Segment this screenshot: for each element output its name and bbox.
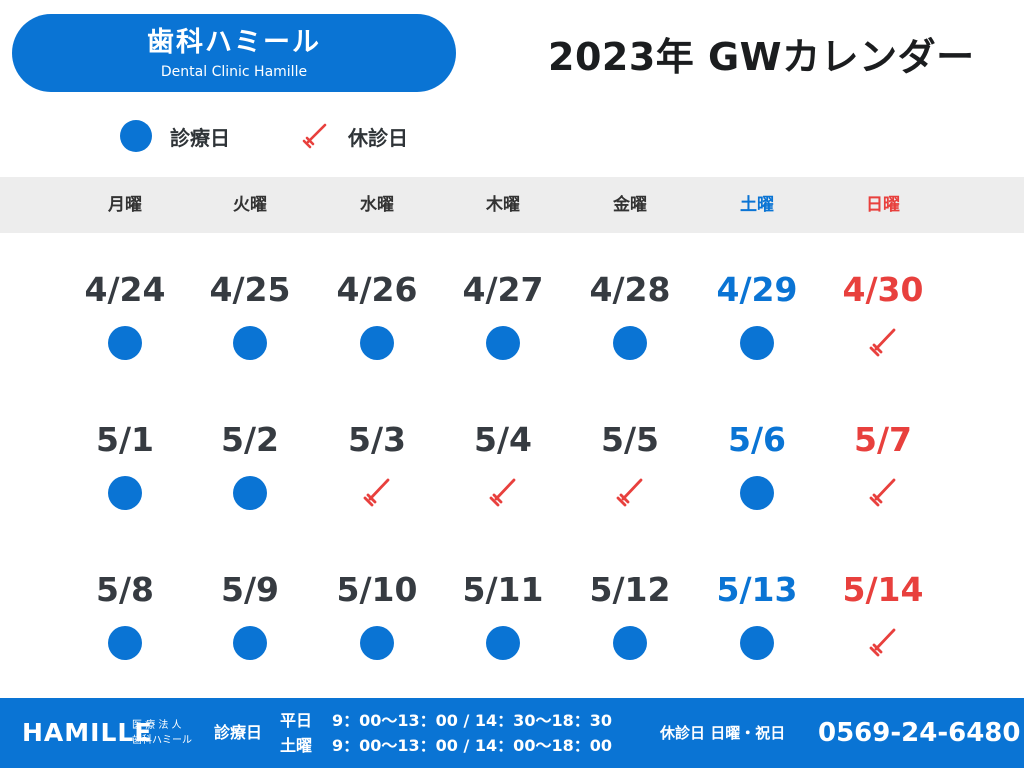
blue-dot-icon (360, 626, 394, 660)
footer-saturday-label: 土曜 (280, 736, 313, 755)
footer-weekday-row: 平日 9：00〜13：00 / 14：30〜18：30 (280, 708, 612, 733)
calendar-day: 5/4 (443, 420, 563, 510)
calendar-day: 5/8 (65, 570, 185, 660)
weekday-label: 土曜 (740, 195, 774, 215)
weekday-header: 月曜 火曜 水曜 木曜 金曜 土曜 日曜 (0, 177, 1024, 233)
day-date: 5/11 (462, 570, 544, 609)
footer-saturday-row: 土曜 9：00〜13：00 / 14：00〜18：00 (280, 733, 612, 758)
toothbrush-icon (302, 123, 327, 149)
day-date: 5/6 (728, 420, 786, 459)
legend-open: 診療日 (120, 118, 230, 154)
blue-dot-icon (108, 626, 142, 660)
calendar-day: 5/10 (317, 570, 437, 660)
day-date: 4/30 (842, 270, 924, 309)
blue-dot-icon (233, 476, 267, 510)
weekday-label: 木曜 (486, 195, 520, 215)
calendar-day: 5/2 (190, 420, 310, 510)
footer-saturday-hours: 9：00〜13：00 / 14：00〜18：00 (332, 736, 612, 755)
legend-closed: 休診日 (300, 118, 408, 154)
weekday-label: 月曜 (108, 195, 142, 215)
day-date: 4/29 (716, 270, 798, 309)
blue-dot-icon (613, 326, 647, 360)
day-date: 5/5 (601, 420, 659, 459)
day-date: 4/25 (209, 270, 291, 309)
blue-dot-icon (486, 626, 520, 660)
day-date: 4/26 (336, 270, 418, 309)
calendar-day: 5/3 (317, 420, 437, 510)
day-date: 5/13 (716, 570, 798, 609)
blue-dot-icon (120, 120, 152, 152)
day-date: 5/8 (96, 570, 154, 609)
day-date: 5/1 (96, 420, 154, 459)
day-date: 5/10 (336, 570, 418, 609)
day-date: 4/27 (462, 270, 544, 309)
blue-dot-icon (360, 326, 394, 360)
footer-corp: 医 療 法 人 歯科ハミール (132, 718, 192, 748)
calendar-day: 4/24 (65, 270, 185, 360)
toothbrush-icon (869, 328, 896, 357)
day-date: 5/2 (221, 420, 279, 459)
day-date: 5/12 (589, 570, 671, 609)
toothbrush-icon (489, 478, 516, 507)
page-title: 2023年 GWカレンダー (548, 35, 975, 79)
blue-dot-icon (108, 326, 142, 360)
footer-hours: 平日 9：00〜13：00 / 14：30〜18：30 土曜 9：00〜13：0… (280, 708, 612, 758)
blue-dot-icon (108, 476, 142, 510)
clinic-logo: 歯科ハミール Dental Clinic Hamille (12, 14, 456, 92)
toothbrush-icon (616, 478, 643, 507)
toothbrush-icon (869, 628, 896, 657)
blue-dot-icon (233, 626, 267, 660)
calendar-day: 4/25 (190, 270, 310, 360)
calendar-day: 4/28 (570, 270, 690, 360)
day-date: 5/4 (474, 420, 532, 459)
weekday-label: 金曜 (613, 195, 647, 215)
weekday-label: 火曜 (233, 195, 267, 215)
calendar-day: 5/11 (443, 570, 563, 660)
footer-weekday-label: 平日 (280, 711, 313, 730)
footer: HAMILLE 医 療 法 人 歯科ハミール 診療日 平日 9：00〜13：00… (0, 698, 1024, 768)
footer-brand: HAMILLE (22, 718, 153, 747)
day-date: 4/28 (589, 270, 671, 309)
calendar-day: 5/13 (697, 570, 817, 660)
weekday-label: 日曜 (866, 195, 900, 215)
blue-dot-icon (233, 326, 267, 360)
footer-weekday-hours: 9：00〜13：00 / 14：30〜18：30 (332, 711, 612, 730)
calendar-day: 5/7 (823, 420, 943, 510)
blue-dot-icon (486, 326, 520, 360)
toothbrush-icon (363, 478, 390, 507)
blue-dot-icon (740, 476, 774, 510)
calendar-day: 4/26 (317, 270, 437, 360)
footer-phone[interactable]: 0569-24-6480 (818, 718, 1021, 748)
calendar-day: 5/9 (190, 570, 310, 660)
calendar-day: 5/5 (570, 420, 690, 510)
calendar-day: 4/27 (443, 270, 563, 360)
footer-hours-label: 診療日 (214, 723, 263, 742)
footer-holiday: 休診日 日曜・祝日 (660, 724, 786, 742)
day-date: 5/14 (842, 570, 924, 609)
clinic-name-english: Dental Clinic Hamille (160, 64, 308, 80)
calendar-day: 4/29 (697, 270, 817, 360)
day-date: 5/3 (348, 420, 406, 459)
blue-dot-icon (613, 626, 647, 660)
calendar-day: 5/14 (823, 570, 943, 660)
day-date: 4/24 (84, 270, 166, 309)
legend-open-label: 診療日 (170, 125, 230, 150)
weekday-label: 水曜 (360, 195, 394, 215)
legend-closed-label: 休診日 (348, 125, 408, 150)
calendar-day: 4/30 (823, 270, 943, 360)
blue-dot-icon (740, 626, 774, 660)
calendar-day: 5/6 (697, 420, 817, 510)
toothbrush-icon (869, 478, 896, 507)
day-date: 5/9 (221, 570, 279, 609)
day-date: 5/7 (854, 420, 912, 459)
calendar-day: 5/12 (570, 570, 690, 660)
clinic-name: 歯科ハミール (147, 27, 321, 58)
footer-corp-line2: 歯科ハミール (132, 735, 192, 746)
calendar-day: 5/1 (65, 420, 185, 510)
blue-dot-icon (740, 326, 774, 360)
footer-corp-line1: 医 療 法 人 (132, 720, 182, 731)
